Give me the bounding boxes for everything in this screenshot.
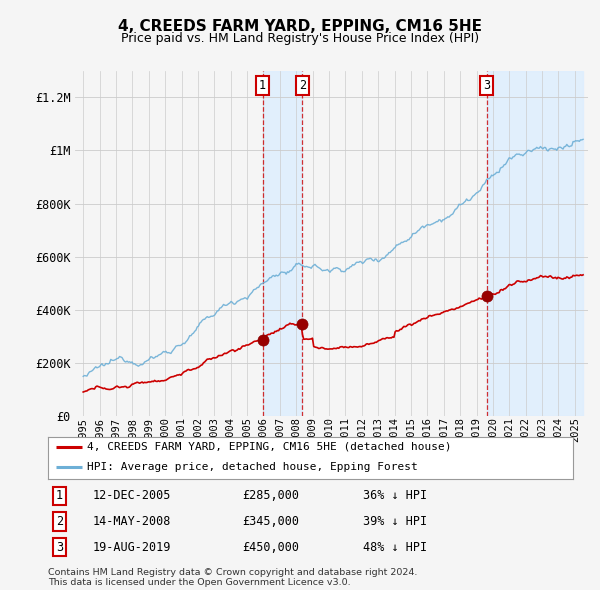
Text: 3: 3: [56, 541, 63, 554]
Text: 48% ↓ HPI: 48% ↓ HPI: [363, 541, 427, 554]
Text: 3: 3: [484, 80, 490, 93]
Text: £285,000: £285,000: [242, 489, 299, 502]
Text: 14-MAY-2008: 14-MAY-2008: [92, 515, 171, 528]
Text: £450,000: £450,000: [242, 541, 299, 554]
Text: 1: 1: [56, 489, 63, 502]
Text: 19-AUG-2019: 19-AUG-2019: [92, 541, 171, 554]
Bar: [487, 71, 583, 416]
Text: 2: 2: [56, 515, 63, 528]
Text: £345,000: £345,000: [242, 515, 299, 528]
Text: Contains HM Land Registry data © Crown copyright and database right 2024.
This d: Contains HM Land Registry data © Crown c…: [48, 568, 418, 587]
Text: Price paid vs. HM Land Registry's House Price Index (HPI): Price paid vs. HM Land Registry's House …: [121, 32, 479, 45]
Text: 2: 2: [299, 80, 306, 93]
Text: 36% ↓ HPI: 36% ↓ HPI: [363, 489, 427, 502]
Text: HPI: Average price, detached house, Epping Forest: HPI: Average price, detached house, Eppi…: [88, 462, 418, 472]
Text: 4, CREEDS FARM YARD, EPPING, CM16 5HE (detached house): 4, CREEDS FARM YARD, EPPING, CM16 5HE (d…: [88, 442, 452, 452]
Bar: [263, 71, 302, 416]
Text: 4, CREEDS FARM YARD, EPPING, CM16 5HE: 4, CREEDS FARM YARD, EPPING, CM16 5HE: [118, 19, 482, 34]
Text: 39% ↓ HPI: 39% ↓ HPI: [363, 515, 427, 528]
Text: 1: 1: [259, 80, 266, 93]
Text: 12-DEC-2005: 12-DEC-2005: [92, 489, 171, 502]
